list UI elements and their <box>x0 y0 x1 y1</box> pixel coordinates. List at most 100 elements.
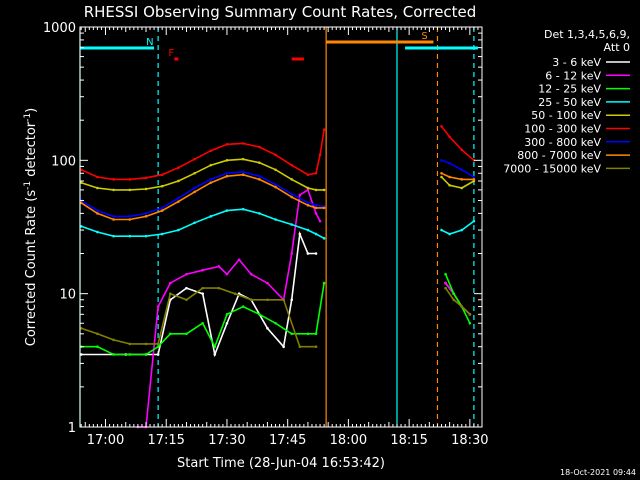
series-point-0-16 <box>314 252 318 255</box>
series-point-2-9 <box>213 345 217 349</box>
series-point-8-17 <box>452 298 455 302</box>
series-point-1-9 <box>249 272 253 276</box>
series-point-3-14 <box>306 228 310 232</box>
series-point-3-3 <box>128 234 132 238</box>
series-point-8-8 <box>201 286 204 290</box>
series-point-3-1 <box>96 230 99 234</box>
series-point-5-13 <box>290 163 294 167</box>
series-point-6-6 <box>177 196 180 200</box>
series-point-2-3 <box>128 353 132 356</box>
series-line-2-0 <box>81 282 325 356</box>
series-point-3-4 <box>144 234 148 238</box>
series-point-2-10 <box>225 313 229 316</box>
series-point-5-7 <box>193 157 196 161</box>
series-point-2-1 <box>96 345 99 349</box>
series-point-8-14 <box>298 345 302 349</box>
series-point-7-12 <box>274 185 277 189</box>
series-point-5-17 <box>322 128 326 131</box>
series-point-7-7 <box>193 190 196 194</box>
series-point-3-5 <box>160 232 164 236</box>
series-point-4-2 <box>112 188 115 192</box>
series-point-4-4 <box>144 187 148 191</box>
series-point-5-20 <box>460 148 464 152</box>
series-point-7-17 <box>440 171 443 175</box>
series-point-1-2 <box>156 305 160 308</box>
series-point-7-13 <box>290 195 294 199</box>
series-point-4-12 <box>274 168 277 172</box>
series-point-5-1 <box>96 175 99 179</box>
series-point-7-20 <box>472 178 476 181</box>
series-point-5-0 <box>79 168 83 172</box>
series-point-8-4 <box>144 342 148 346</box>
series-point-8-18 <box>460 305 464 308</box>
series-point-6-4 <box>144 212 148 215</box>
x-tick-label-3: 17:45 <box>269 433 306 448</box>
series-point-2-6 <box>168 332 172 336</box>
series-point-2-12 <box>258 313 261 316</box>
series-point-6-13 <box>290 192 294 196</box>
series-point-5-9 <box>225 142 229 146</box>
series-point-8-7 <box>185 298 188 302</box>
series-point-8-6 <box>168 292 172 295</box>
series-line-5-0 <box>80 129 325 181</box>
series-point-3-12 <box>274 218 277 221</box>
series-point-4-16 <box>322 188 326 192</box>
series-line-6-1 <box>441 159 475 178</box>
series-point-8-3 <box>128 342 132 346</box>
series-point-0-11 <box>266 326 269 330</box>
series-point-7-6 <box>177 200 180 203</box>
series-point-6-18 <box>448 162 451 165</box>
flag-F-label: F <box>168 48 174 59</box>
series-point-6-8 <box>209 178 213 181</box>
series-point-7-5 <box>160 209 164 212</box>
legend-entry-label-1: 6 - 12 keV <box>545 69 601 82</box>
series-point-5-15 <box>314 171 318 175</box>
series-point-4-1 <box>96 186 99 190</box>
series-point-1-7 <box>225 272 229 276</box>
series-point-2-8 <box>201 321 204 325</box>
series-line-8-0 <box>80 287 316 348</box>
series-point-5-12 <box>274 153 277 157</box>
y-axis-label-part3: ) <box>24 108 39 113</box>
legend-entry-label-3: 25 - 50 keV <box>538 96 601 109</box>
x-axis-label: Start Time (28-Jun-04 16:53:42) <box>177 456 385 471</box>
series-point-4-6 <box>177 179 180 183</box>
series-point-0-5 <box>185 286 188 290</box>
series-point-5-16 <box>318 153 322 157</box>
series-point-1-5 <box>201 268 204 272</box>
series-point-4-10 <box>241 157 245 161</box>
series-point-3-10 <box>241 207 245 211</box>
series-point-6-10 <box>241 170 245 174</box>
series-point-5-8 <box>209 149 213 153</box>
series-point-5-2 <box>112 178 115 181</box>
series-line-7-1 <box>441 172 474 181</box>
series-point-2-4 <box>144 353 148 356</box>
y-tick-label-2: 100 <box>51 154 76 169</box>
plot-area: N F S <box>79 27 478 429</box>
series-point-0-14 <box>298 232 302 236</box>
series-point-3-18 <box>448 232 451 236</box>
series-point-6-12 <box>274 183 277 186</box>
series-point-8-5 <box>156 342 160 346</box>
series-point-8-12 <box>266 298 269 302</box>
axes: 1 10 100 1000 17:00 17:15 17:30 17:45 18:00 18:15… <box>43 21 489 448</box>
series-point-1-15 <box>314 212 318 215</box>
series-point-6-5 <box>160 206 164 210</box>
x-tick-label-5: 18:15 <box>390 433 427 448</box>
series-point-4-7 <box>193 171 196 175</box>
series-point-7-19 <box>460 178 464 181</box>
y-tick-label-1: 10 <box>59 288 76 303</box>
series-point-8-0 <box>79 326 83 330</box>
series-point-8-15 <box>314 345 318 349</box>
series-point-0-15 <box>306 252 310 255</box>
series-point-1-6 <box>217 265 221 268</box>
series-point-7-9 <box>225 174 229 178</box>
series-point-8-19 <box>468 313 472 316</box>
series-point-6-3 <box>128 215 132 218</box>
series-point-3-15 <box>314 232 318 236</box>
series-point-2-17 <box>322 281 326 285</box>
series-line-8-1 <box>444 287 471 315</box>
series-point-2-5 <box>156 345 160 349</box>
series-point-3-7 <box>193 221 196 225</box>
